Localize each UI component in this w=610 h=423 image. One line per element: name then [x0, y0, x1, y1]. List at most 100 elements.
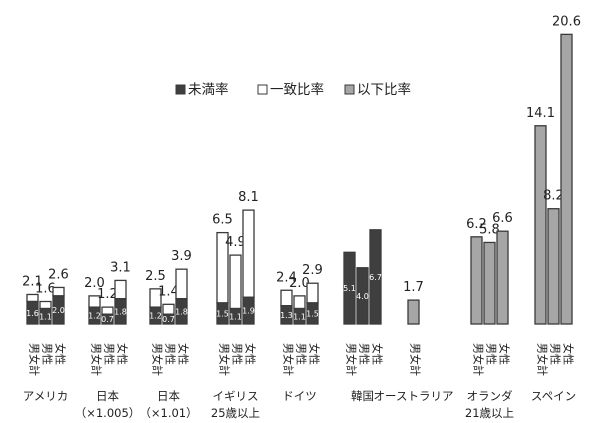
bar-total-label: 3.9	[171, 249, 192, 264]
group-label: 日本	[96, 389, 119, 403]
bar-under-label: 1.6	[26, 309, 39, 318]
bar-under	[114, 298, 127, 325]
bar-under	[88, 306, 101, 325]
bar-under-label: 4.0	[356, 292, 369, 301]
bar-total-label: 8.1	[238, 190, 259, 205]
bar-total-label: 6.6	[492, 211, 513, 226]
bar-below	[496, 230, 509, 325]
bar-total-label: 4.9	[225, 235, 246, 250]
bar-under	[101, 313, 114, 325]
x-tick-label: 女性	[498, 343, 512, 365]
group-label: 25歳以上	[211, 406, 260, 420]
bar-total-label: 6.2	[466, 217, 487, 232]
bar-match	[39, 300, 52, 310]
group-label: （×1.01）	[139, 406, 197, 420]
bar-total-label: 1.6	[35, 282, 56, 297]
bar-under-label: 1.3	[280, 311, 293, 320]
bar-match	[242, 209, 255, 298]
bar-under-label: 0.7	[162, 315, 175, 324]
bar-below	[470, 236, 483, 325]
bar-under	[369, 229, 382, 325]
bar-below	[407, 299, 420, 325]
bar-under	[52, 295, 65, 325]
bar-below	[534, 125, 547, 325]
x-tick-label: 女性	[116, 343, 130, 365]
x-tick-label: 男女計	[282, 343, 296, 376]
bar-under-label: 1.8	[114, 307, 127, 316]
bar-match	[306, 282, 319, 304]
bar-total-label: 2.0	[289, 276, 310, 291]
legend-label: 以下比率	[357, 81, 411, 98]
bar-under	[293, 307, 306, 325]
bar-total-label: 5.8	[479, 222, 500, 237]
bar-under-label: 1.1	[39, 312, 52, 321]
x-tick-label: 男性	[485, 343, 499, 365]
x-tick-label: 女性	[371, 343, 385, 365]
bar-under-label: 1.1	[229, 312, 242, 321]
bar-under	[229, 307, 242, 325]
group-label: 21歳以上	[465, 406, 514, 420]
bar-under	[242, 296, 255, 325]
bar-total-label: 2.5	[145, 269, 166, 284]
bar-total-label: 1.4	[158, 284, 179, 299]
x-tick-label: 男性	[164, 343, 178, 365]
group-label: （×1.005）	[75, 406, 141, 420]
legend-label: 未満率	[188, 81, 229, 98]
bar-under	[280, 305, 293, 325]
bar-match	[114, 279, 127, 300]
bar-total-label: 3.1	[110, 260, 131, 275]
x-tick-label: 男性	[41, 343, 55, 365]
plot-area: 1.62.1男女計1.11.6男性2.02.6女性アメリカ1.22.0男女計0.…	[22, 14, 581, 420]
group-label: 日本	[157, 389, 180, 403]
bar-match	[229, 254, 242, 310]
bar-total-label: 6.5	[212, 213, 233, 228]
x-tick-label: 男性	[231, 343, 245, 365]
bar-total-label: 2.6	[48, 267, 69, 282]
x-tick-label: 男性	[549, 343, 563, 365]
bar-match	[52, 286, 65, 297]
bar-total-label: 14.1	[526, 106, 555, 121]
group-label: ドイツ	[282, 389, 317, 403]
bar-under	[175, 298, 188, 325]
x-tick-label: 男性	[103, 343, 117, 365]
bar-below	[560, 33, 573, 325]
bar-total-label: 2.0	[84, 276, 105, 291]
bar-under	[216, 302, 229, 325]
bar-under-label: 1.5	[216, 309, 229, 318]
bar-match	[101, 306, 114, 315]
x-tick-label: 女性	[308, 343, 322, 365]
x-tick-label: 女性	[244, 343, 258, 365]
bar-under-label: 2.0	[52, 306, 65, 315]
bar-match	[280, 289, 293, 307]
group-label: イギリス	[213, 389, 259, 403]
x-tick-label: 男性	[295, 343, 309, 365]
x-tick-label: 男女計	[151, 343, 165, 376]
x-tick-label: 男性	[358, 343, 372, 365]
bar-under-label: 1.1	[293, 312, 306, 321]
x-tick-label: 女性	[562, 343, 576, 365]
bar-total-label: 2.4	[276, 270, 297, 285]
x-tick-label: 男女計	[472, 343, 486, 376]
legend-swatch	[344, 84, 355, 95]
x-tick-label: 男女計	[90, 343, 104, 376]
bar-under-label: 5.1	[343, 284, 356, 293]
bar-total-label: 1.7	[403, 280, 424, 295]
bar-under	[162, 313, 175, 325]
bar-total-label: 2.1	[22, 274, 43, 289]
bar-total-label: 2.9	[302, 263, 323, 278]
x-tick-label: 女性	[177, 343, 191, 365]
legend-swatch	[257, 84, 268, 95]
x-tick-label: 男女計	[345, 343, 359, 376]
bar-match	[293, 295, 306, 310]
bar-under	[356, 267, 369, 325]
x-tick-label: 男女計	[409, 343, 423, 376]
legend-item: 未満率	[175, 81, 229, 98]
